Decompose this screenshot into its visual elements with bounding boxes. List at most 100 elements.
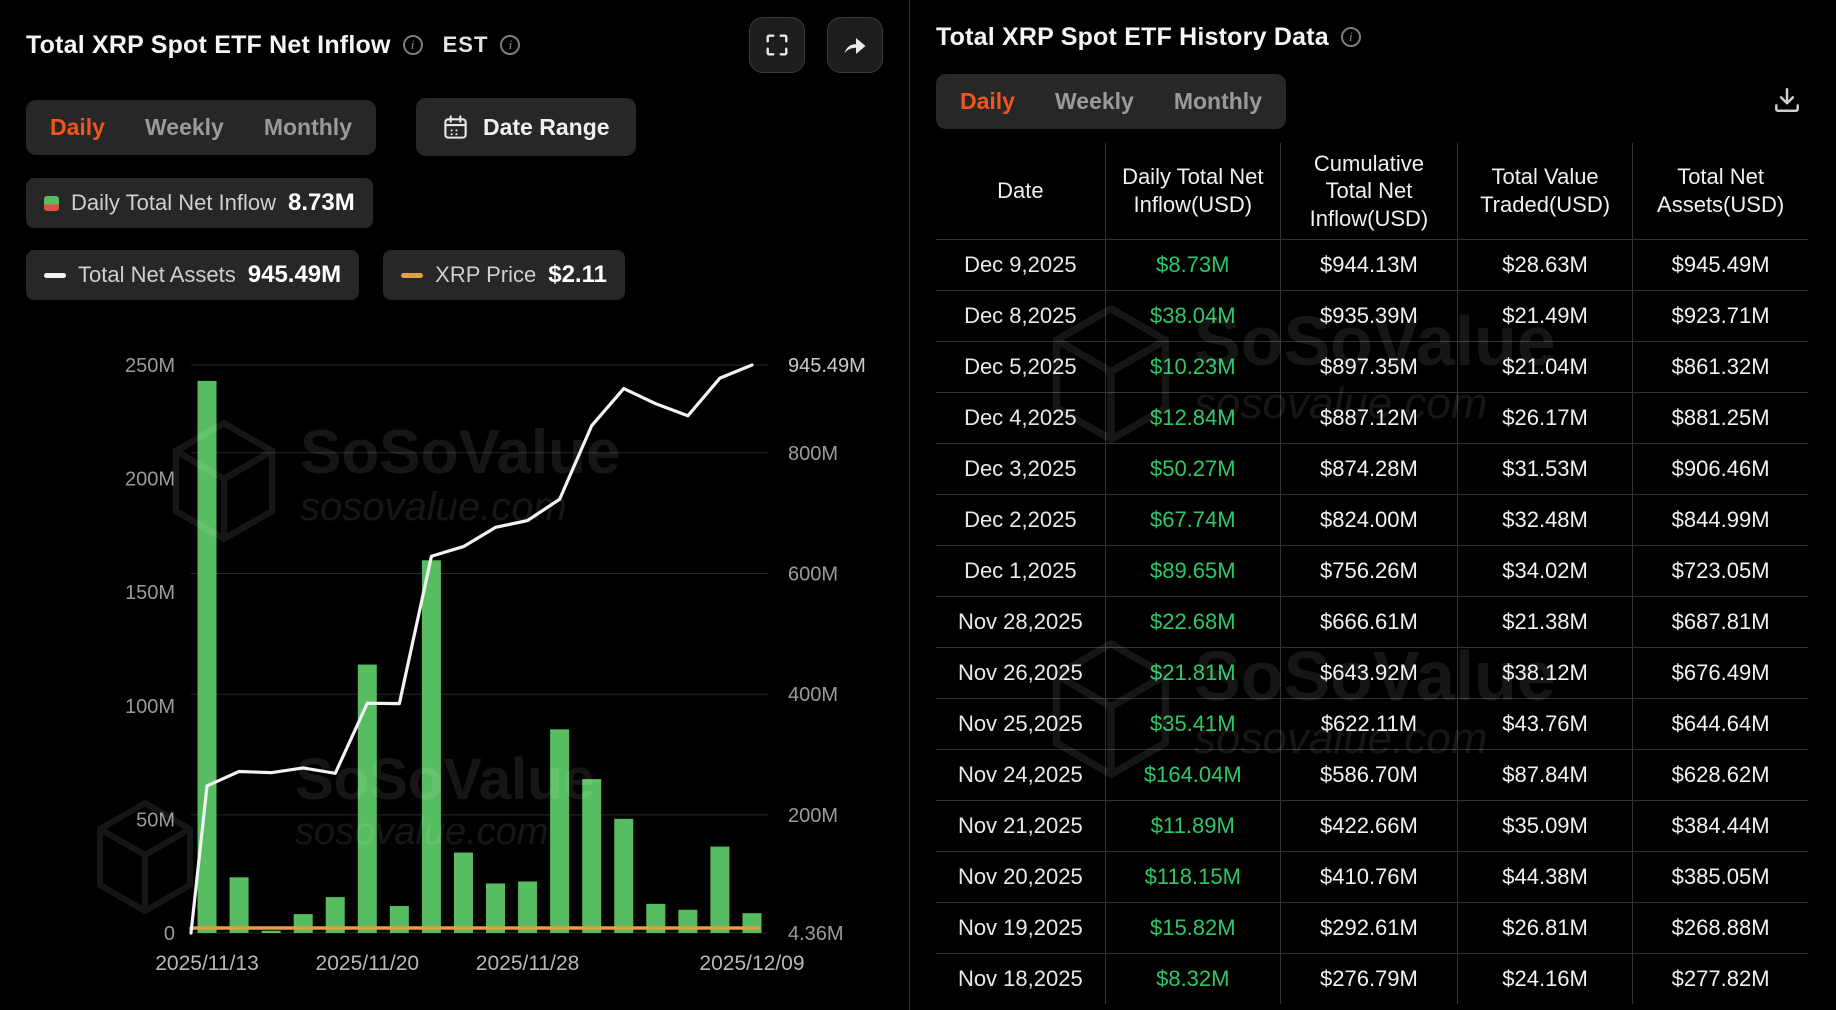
inflow-bar [518,881,538,933]
inflow-bar [486,883,506,933]
date-cell: Dec 9,2025 [935,238,1106,291]
inflow-bar [614,818,634,933]
timezone-info-icon[interactable]: i [500,35,521,55]
value-traded-cell: $24.16M [1456,952,1634,1005]
legend-row-1: Daily Total Net Inflow 8.73M [26,178,883,228]
daily-inflow-cell: $118.15M [1104,850,1281,903]
x-axis-label: 2025/11/28 [476,952,580,975]
column-header: Total Net Assets(USD) [1632,142,1809,240]
svg-text:150M: 150M [125,582,175,604]
legend-total-net-assets[interactable]: Total Net Assets 945.49M [26,250,360,300]
chart-title-info-icon[interactable]: i [402,35,423,55]
inflow-bar [710,846,730,933]
x-axis-label: 2025/11/13 [155,952,259,975]
daily-inflow-cell: $10.23M [1104,340,1281,393]
net-inflow-chart[interactable]: 4.36M 200M 400M 600M 800M 945.49M 0 50M 100M 150M… [26,334,909,994]
column-header: Cumulative Total Net Inflow(USD) [1279,142,1458,240]
table-row: Nov 21,2025 $11.89M $422.66M $35.09M $384.44… [935,799,1809,852]
cumulative-inflow-cell: $666.61M [1279,595,1458,648]
share-button[interactable] [827,17,883,73]
daily-inflow-cell: $15.82M [1104,901,1281,954]
chart-controls: Daily Weekly Monthly Date Range [26,98,883,156]
cumulative-inflow-cell: $622.11M [1279,697,1458,750]
tab-daily[interactable]: Daily [30,104,125,151]
fullscreen-button[interactable] [749,17,805,73]
legend-row-2: Total Net Assets 945.49M XRP Price $2.11 [26,250,883,300]
date-cell: Nov 21,2025 [935,799,1106,852]
date-cell: Nov 24,2025 [935,748,1106,801]
inflow-bar [389,905,409,933]
net-assets-cell: $923.71M [1632,289,1809,342]
svg-text:200M: 200M [125,469,175,491]
legend-label: XRP Price [435,262,537,287]
date-cell: Nov 28,2025 [935,595,1106,648]
chart-title: Total XRP Spot ETF Net Inflow [26,30,391,59]
history-table: Date Daily Total Net Inflow(USD) Cumulativ… [935,142,1809,1005]
date-cell: Dec 3,2025 [935,442,1106,495]
cumulative-inflow-cell: $935.39M [1279,289,1458,342]
svg-text:4.36M: 4.36M [788,923,844,945]
net-assets-line [189,363,754,935]
daily-inflow-cell: $89.65M [1104,544,1281,597]
history-data-panel: Total XRP Spot ETF History Data i Daily W… [910,0,1836,1010]
table-row: Dec 1,2025 $89.65M $756.26M $34.02M $723.05M [935,544,1809,597]
cumulative-inflow-cell: $643.92M [1279,646,1458,699]
history-title: Total XRP Spot ETF History Data [936,22,1329,51]
cumulative-inflow-cell: $276.79M [1279,952,1458,1005]
daily-inflow-cell: $12.84M [1104,391,1281,444]
share-icon [844,38,866,54]
net-inflow-panel: Total XRP Spot ETF Net Inflow i EST i [0,0,909,1010]
net-assets-cell: $844.99M [1632,493,1809,546]
history-tab-monthly[interactable]: Monthly [1154,78,1282,125]
history-title-info-icon[interactable]: i [1340,27,1361,47]
x-axis-label: 2025/12/09 [699,952,804,975]
daily-inflow-cell: $38.04M [1104,289,1281,342]
date-cell: Dec 4,2025 [935,391,1106,444]
table-row: Dec 3,2025 $50.27M $874.28M $31.53M $906.46M [935,442,1809,495]
table-row: Nov 25,2025 $35.41M $622.11M $43.76M $644.64… [935,697,1809,750]
table-row: Dec 2,2025 $67.74M $824.00M $32.48M $844.99M [935,493,1809,546]
value-traded-cell: $21.38M [1456,595,1634,648]
value-traded-cell: $34.02M [1456,544,1634,597]
net-assets-cell: $945.49M [1632,238,1809,291]
history-controls: Daily Weekly Monthly [936,74,1808,129]
net-assets-cell: $676.49M [1632,646,1809,699]
cumulative-inflow-cell: $292.61M [1279,901,1458,954]
date-cell: Nov 19,2025 [935,901,1106,954]
legend-xrp-price[interactable]: XRP Price $2.11 [383,250,625,300]
history-tab-daily[interactable]: Daily [940,78,1035,125]
column-header: Date [935,142,1106,240]
tab-weekly[interactable]: Weekly [125,104,244,151]
inflow-bar [453,852,473,933]
column-header: Daily Total Net Inflow(USD) [1104,142,1281,240]
date-cell: Dec 8,2025 [935,289,1106,342]
date-range-button[interactable]: Date Range [416,98,636,156]
net-assets-cell: $906.46M [1632,442,1809,495]
value-traded-cell: $26.81M [1456,901,1634,954]
date-cell: Nov 25,2025 [935,697,1106,750]
download-icon [1775,88,1799,112]
history-tab-weekly[interactable]: Weekly [1035,78,1154,125]
svg-text:400M: 400M [788,684,838,706]
table-row: Dec 8,2025 $38.04M $935.39M $21.49M $923.71M [935,289,1809,342]
download-button[interactable] [1766,79,1808,124]
svg-text:100M: 100M [125,696,175,718]
history-period-tab-group: Daily Weekly Monthly [936,74,1286,129]
table-row: Dec 9,2025 $8.73M $944.13M $28.63M $945.49M [935,238,1809,291]
svg-text:250M: 250M [125,355,175,377]
tab-monthly[interactable]: Monthly [244,104,372,151]
value-traded-cell: $21.04M [1456,340,1634,393]
table-row: Dec 5,2025 $10.23M $897.35M $21.04M $861.32M [935,340,1809,393]
table-row: Nov 24,2025 $164.04M $586.70M $87.84M $628.6… [935,748,1809,801]
date-cell: Nov 20,2025 [935,850,1106,903]
legend-daily-net-inflow[interactable]: Daily Total Net Inflow 8.73M [26,178,373,228]
svg-text:50M: 50M [136,809,175,831]
cumulative-inflow-cell: $874.28M [1279,442,1458,495]
daily-inflow-cell: $21.81M [1104,646,1281,699]
inflow-bar [261,930,281,933]
daily-inflow-cell: $35.41M [1104,697,1281,750]
value-traded-cell: $28.63M [1456,238,1634,291]
period-tab-group: Daily Weekly Monthly [26,99,376,155]
timezone-label: EST [442,32,489,57]
